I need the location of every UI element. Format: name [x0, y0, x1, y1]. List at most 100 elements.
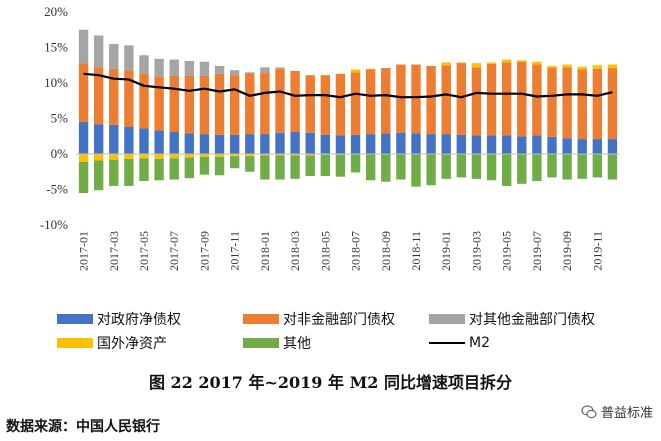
bar-4 [577, 154, 587, 179]
bar-1 [532, 64, 542, 136]
bar-4 [456, 154, 467, 178]
bar-3 [441, 62, 451, 66]
bar-1 [471, 67, 482, 136]
bar-1 [124, 70, 134, 128]
bar-0 [124, 127, 134, 154]
y-tick-label: 15% [44, 40, 68, 55]
x-tick-label: 2019-09 [560, 231, 574, 271]
x-tick-label: 2019-07 [530, 231, 544, 271]
bar-4 [169, 158, 179, 180]
bar-1 [93, 67, 104, 125]
bar-1 [426, 65, 436, 135]
bar-3 [229, 154, 240, 157]
bar-4 [381, 154, 391, 182]
bar-0 [381, 133, 391, 154]
bar-4 [260, 155, 270, 180]
bar-0 [411, 133, 421, 154]
bar-1 [350, 72, 361, 135]
bar-0 [245, 134, 255, 154]
bar-2 [260, 67, 270, 73]
bar-3 [78, 154, 89, 162]
x-tick-label: 2017-07 [167, 231, 181, 271]
bar-0 [501, 135, 512, 154]
bar-2 [184, 60, 195, 76]
bar-1 [305, 75, 315, 133]
bar-1 [169, 75, 179, 132]
x-tick-label: 2018-07 [349, 231, 363, 271]
bar-0 [320, 134, 331, 154]
bar-1 [229, 75, 240, 135]
bar-3 [245, 154, 255, 157]
x-tick-label: 2019-11 [590, 231, 604, 271]
bar-4 [305, 155, 315, 177]
bar-0 [109, 124, 119, 154]
bar-0 [335, 135, 346, 154]
bar-1 [245, 73, 255, 135]
bar-2 [93, 35, 104, 68]
bar-0 [169, 131, 179, 154]
legend-item-other-financial: 对其他金融部门债权 [429, 310, 595, 328]
bar-1 [592, 68, 603, 140]
bar-4 [592, 154, 603, 178]
x-tick-label: 2018-03 [288, 231, 302, 271]
bar-4 [184, 157, 195, 179]
y-tick-label: 10% [44, 75, 68, 90]
bar-0 [139, 128, 149, 154]
y-tick-label: 0% [51, 146, 69, 161]
legend: 对政府净债权 对非金融部门债权 对其他金融部门债权 国外净资产 其他 M2 [45, 306, 645, 358]
watermark-text: 普益标准 [600, 406, 653, 421]
bar-4 [109, 159, 119, 186]
bar-0 [577, 139, 587, 154]
bar-0 [290, 131, 300, 154]
bar-0 [365, 134, 376, 154]
bar-0 [199, 134, 210, 154]
x-tick-label: 2017-05 [137, 231, 151, 271]
bar-2 [109, 43, 119, 69]
bar-0 [592, 139, 603, 154]
bar-3 [532, 61, 542, 65]
bar-1 [290, 70, 300, 132]
bar-0 [456, 134, 467, 154]
bar-4 [93, 160, 104, 191]
bar-4 [471, 154, 482, 179]
x-tick-label: 2019-05 [500, 231, 514, 271]
watermark: 普益标准 [581, 402, 653, 421]
bar-2 [229, 70, 240, 76]
bar-4 [426, 154, 436, 186]
bar-4 [411, 154, 421, 187]
bar-2 [214, 65, 225, 74]
bar-1 [547, 68, 557, 137]
bar-1 [335, 73, 346, 136]
bar-2 [275, 67, 285, 69]
x-tick-label: 2017-09 [197, 231, 211, 271]
bar-3 [290, 154, 300, 156]
bar-4 [562, 154, 572, 180]
x-tick-label: 2018-05 [318, 231, 332, 271]
figure-caption: 图 22 2017 年~2019 年 M2 同比增速项目拆分 [148, 373, 512, 392]
bar-1 [260, 72, 270, 135]
bar-1 [411, 64, 421, 134]
bar-0 [275, 132, 285, 154]
bar-0 [93, 124, 104, 154]
bar-1 [381, 68, 391, 134]
bar-3 [154, 154, 164, 159]
bar-2 [78, 29, 89, 64]
bar-1 [199, 75, 210, 135]
legend-swatch-government [57, 314, 93, 324]
bar-3 [214, 154, 225, 157]
bar-4 [396, 154, 406, 180]
m2-line [83, 72, 613, 99]
x-tick-label: 2019-01 [439, 231, 453, 271]
legend-swatch-foreign [57, 338, 93, 348]
bar-4 [229, 156, 240, 169]
bar-0 [562, 138, 572, 154]
bar-3 [562, 64, 572, 68]
bar-1 [320, 75, 331, 135]
y-tick-label: 20% [44, 4, 68, 19]
bar-1 [517, 61, 527, 137]
bar-3 [184, 154, 195, 158]
legend-label-nonfinancial: 对非金融部门债权 [283, 312, 395, 328]
source-note: 数据来源：中国人民银行 [6, 419, 160, 435]
bar-1 [577, 69, 587, 140]
bar-4 [320, 154, 331, 177]
